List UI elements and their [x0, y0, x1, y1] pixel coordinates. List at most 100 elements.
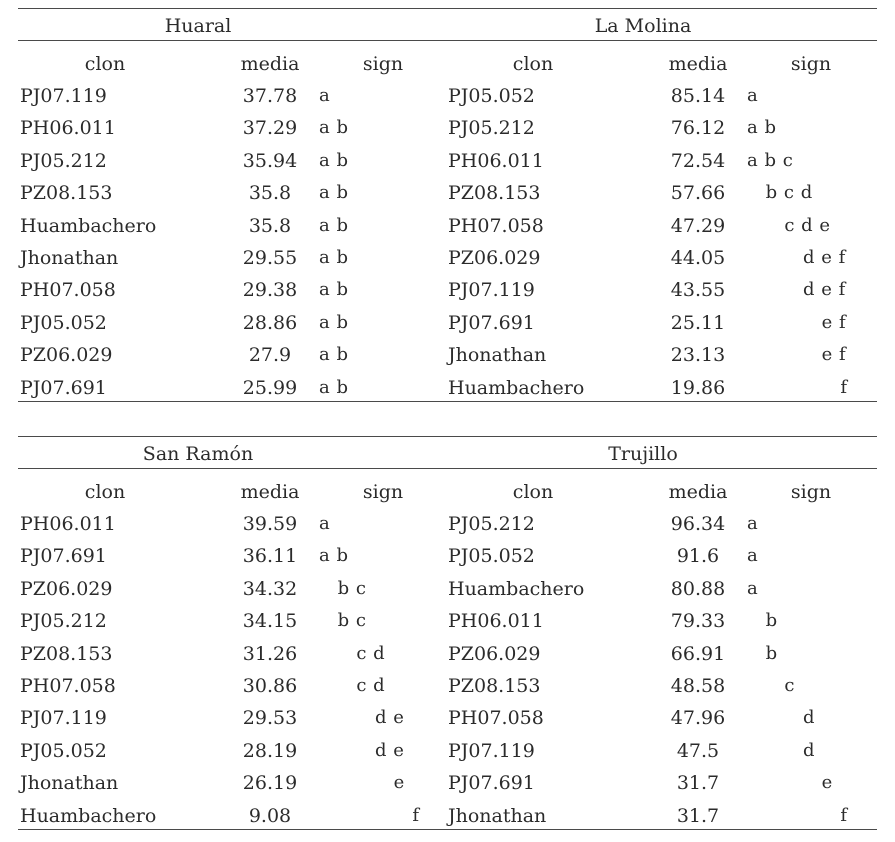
clon-cell: PJ05.052: [448, 85, 535, 107]
sign-cell: a: [319, 85, 331, 106]
media-cell: 26.19: [242, 772, 298, 795]
sign-cell: b: [747, 642, 778, 664]
media-cell: 43.55: [670, 279, 726, 302]
column-header-clon: clon: [512, 481, 554, 503]
sign-cell: d e: [319, 707, 405, 729]
clon-cell: PH06.011: [448, 610, 544, 633]
media-cell: 28.19: [242, 739, 298, 762]
clon-cell: PJ05.212: [448, 513, 535, 535]
column-header-sign: sign: [362, 481, 404, 503]
media-cell: 72.54: [670, 149, 726, 172]
media-cell: 31.26: [242, 642, 298, 665]
top-rule: [18, 436, 877, 437]
clon-cell: Huambachero: [448, 376, 585, 399]
clon-cell: Huambachero: [20, 804, 157, 827]
sign-cell: d e f: [747, 279, 846, 301]
clon-cell: PJ07.691: [20, 376, 107, 399]
media-cell: 47.29: [670, 214, 726, 237]
sign-cell: a b c: [747, 149, 794, 171]
sign-cell: b: [747, 610, 778, 632]
media-cell: 19.86: [670, 376, 726, 399]
header-rule: [18, 468, 877, 469]
media-cell: 35.8: [248, 182, 292, 205]
clon-cell: PH07.058: [448, 707, 544, 730]
media-cell: 44.05: [670, 247, 726, 269]
media-cell: 36.11: [242, 545, 298, 568]
clon-cell: PZ08.153: [20, 642, 113, 665]
media-cell: 85.14: [670, 85, 726, 107]
clon-cell: PJ05.052: [20, 311, 107, 334]
sign-cell: e: [319, 772, 405, 794]
sign-cell: a b: [319, 214, 349, 236]
sign-cell: d e: [319, 739, 405, 761]
sign-cell: c d e: [747, 214, 831, 236]
column-header-media: media: [240, 481, 300, 503]
sign-cell: a: [319, 513, 331, 534]
media-cell: 76.12: [670, 117, 726, 140]
media-cell: 31.7: [676, 772, 720, 795]
sign-cell: b c d: [747, 182, 813, 204]
media-cell: 34.32: [242, 577, 298, 600]
media-cell: 80.88: [670, 577, 726, 600]
sign-cell: a b: [319, 376, 349, 398]
clon-cell: PJ07.119: [448, 739, 535, 762]
sign-cell: a: [747, 85, 759, 106]
clon-cell: PZ06.029: [448, 642, 541, 665]
region-title: Trujillo: [608, 443, 678, 465]
clon-cell: PZ06.029: [448, 247, 541, 269]
column-header-sign: sign: [362, 53, 404, 75]
media-cell: 35.94: [242, 149, 298, 172]
clon-cell: PZ06.029: [20, 577, 113, 600]
clon-cell: Jhonathan: [20, 772, 119, 795]
column-header-clon: clon: [84, 481, 126, 503]
media-cell: 48.58: [670, 675, 726, 697]
region-title: La Molina: [594, 15, 692, 37]
top-rule: [18, 8, 877, 9]
clon-cell: PJ05.052: [20, 739, 107, 762]
sign-cell: a b: [319, 311, 349, 333]
clon-cell: PZ06.029: [20, 344, 113, 367]
sign-cell: c d: [319, 675, 386, 696]
media-cell: 35.8: [248, 214, 292, 237]
media-cell: 37.29: [242, 117, 298, 140]
sign-cell: f: [747, 376, 848, 398]
sign-cell: f: [747, 804, 848, 826]
clon-cell: PJ05.212: [20, 149, 107, 172]
clon-cell: PZ08.153: [20, 182, 113, 205]
sign-cell: e: [747, 772, 833, 794]
clon-cell: Huambachero: [20, 214, 157, 237]
media-cell: 47.5: [676, 739, 720, 762]
media-cell: 34.15: [242, 610, 298, 633]
column-header-media: media: [668, 53, 728, 75]
clon-cell: Jhonathan: [448, 804, 547, 827]
column-header-media: media: [668, 481, 728, 503]
clon-cell: Jhonathan: [20, 247, 119, 269]
column-header-clon: clon: [512, 53, 554, 75]
clon-cell: PH07.058: [20, 675, 116, 697]
clon-cell: PJ05.212: [20, 610, 107, 633]
column-header-sign: sign: [790, 481, 832, 503]
region-title: San Ramón: [142, 443, 254, 465]
media-cell: 39.59: [242, 513, 298, 535]
media-cell: 37.78: [242, 85, 298, 107]
clon-cell: PJ05.052: [448, 545, 535, 568]
media-cell: 47.96: [670, 707, 726, 730]
sign-cell: e f: [747, 344, 847, 366]
column-header-clon: clon: [84, 53, 126, 75]
clon-cell: PJ07.691: [20, 545, 107, 568]
media-cell: 30.86: [242, 675, 298, 697]
media-cell: 29.38: [242, 279, 298, 302]
sign-cell: b c: [319, 610, 367, 632]
sign-cell: a b: [319, 149, 349, 171]
clon-cell: PH07.058: [20, 279, 116, 302]
sign-cell: f: [319, 804, 420, 826]
clon-cell: PH07.058: [448, 214, 544, 237]
media-cell: 79.33: [670, 610, 726, 633]
sign-cell: a b: [319, 117, 349, 139]
sign-cell: d e f: [747, 247, 846, 268]
clon-cell: PJ07.691: [448, 311, 535, 334]
sign-cell: a: [747, 513, 759, 534]
sign-cell: a b: [319, 279, 349, 301]
media-cell: 25.99: [242, 376, 298, 399]
media-cell: 27.9: [248, 344, 292, 367]
